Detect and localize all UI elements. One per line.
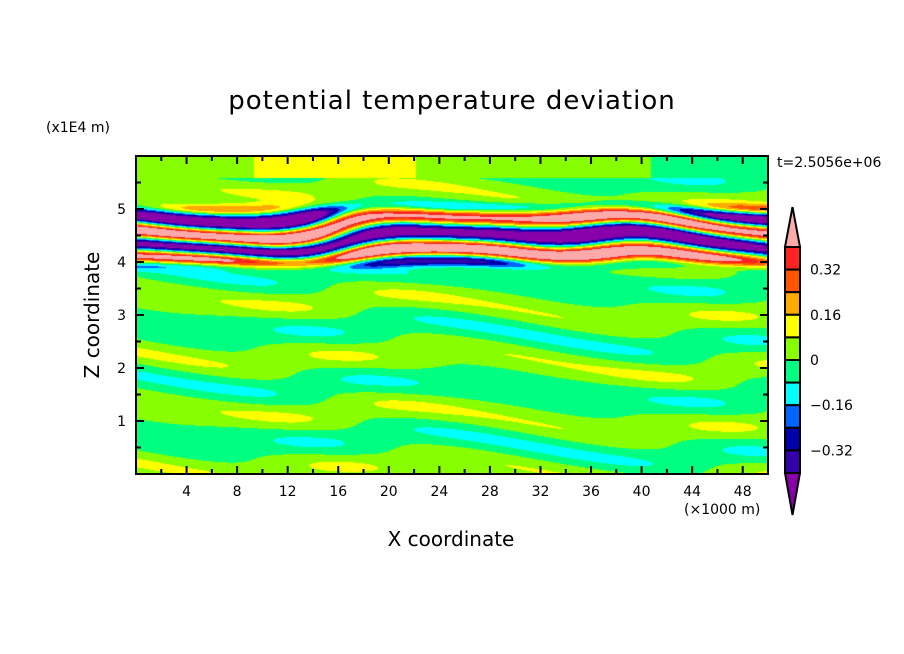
colorbar-label: 0.16 bbox=[810, 308, 841, 324]
x-tick-label: 36 bbox=[582, 484, 600, 500]
y-tick-label: 3 bbox=[117, 308, 126, 324]
colorbar-box bbox=[784, 246, 801, 271]
contour-field bbox=[136, 156, 768, 474]
x-unit-label: (×1000 m) bbox=[684, 502, 761, 518]
colorbar-box bbox=[784, 359, 801, 384]
colorbar-label: 0 bbox=[810, 353, 819, 369]
chart-title: potential temperature deviation bbox=[228, 86, 676, 116]
x-tick-label: 4 bbox=[182, 484, 191, 500]
x-tick-label: 44 bbox=[683, 484, 701, 500]
colorbar-box bbox=[784, 449, 801, 474]
x-tick-label: 40 bbox=[633, 484, 651, 500]
y-tick-label: 5 bbox=[117, 202, 126, 218]
colorbar-label: −0.16 bbox=[810, 398, 853, 414]
x-axis-label: X coordinate bbox=[387, 527, 515, 551]
x-tick-label: 28 bbox=[481, 484, 499, 500]
x-tick-label: 12 bbox=[279, 484, 297, 500]
colorbar-box bbox=[784, 426, 801, 452]
x-tick-label: 48 bbox=[734, 484, 752, 500]
colorbar-box bbox=[784, 336, 801, 361]
x-tick-label: 8 bbox=[233, 484, 242, 500]
colorbar-box bbox=[784, 404, 801, 429]
x-tick-label: 32 bbox=[532, 484, 550, 500]
plot-frame bbox=[135, 155, 769, 475]
colorbar-box bbox=[784, 291, 801, 316]
y-tick-label: 2 bbox=[117, 361, 126, 377]
colorbar-box bbox=[784, 268, 801, 294]
time-label: t=2.5056e+06 bbox=[777, 155, 882, 171]
colorbar-box bbox=[784, 313, 801, 339]
y-unit-label: (x1E4 m) bbox=[46, 120, 110, 136]
y-tick-label: 1 bbox=[117, 414, 126, 430]
x-tick-label: 24 bbox=[430, 484, 448, 500]
y-tick-label: 4 bbox=[117, 255, 126, 271]
x-tick-label: 20 bbox=[380, 484, 398, 500]
colorbar-lower-triangle bbox=[783, 472, 802, 516]
colorbar-label: 0.32 bbox=[810, 263, 841, 279]
colorbar-upper-triangle bbox=[783, 206, 802, 248]
colorbar-label: −0.32 bbox=[810, 443, 853, 459]
colorbar-box bbox=[784, 381, 801, 407]
x-tick-label: 16 bbox=[329, 484, 347, 500]
